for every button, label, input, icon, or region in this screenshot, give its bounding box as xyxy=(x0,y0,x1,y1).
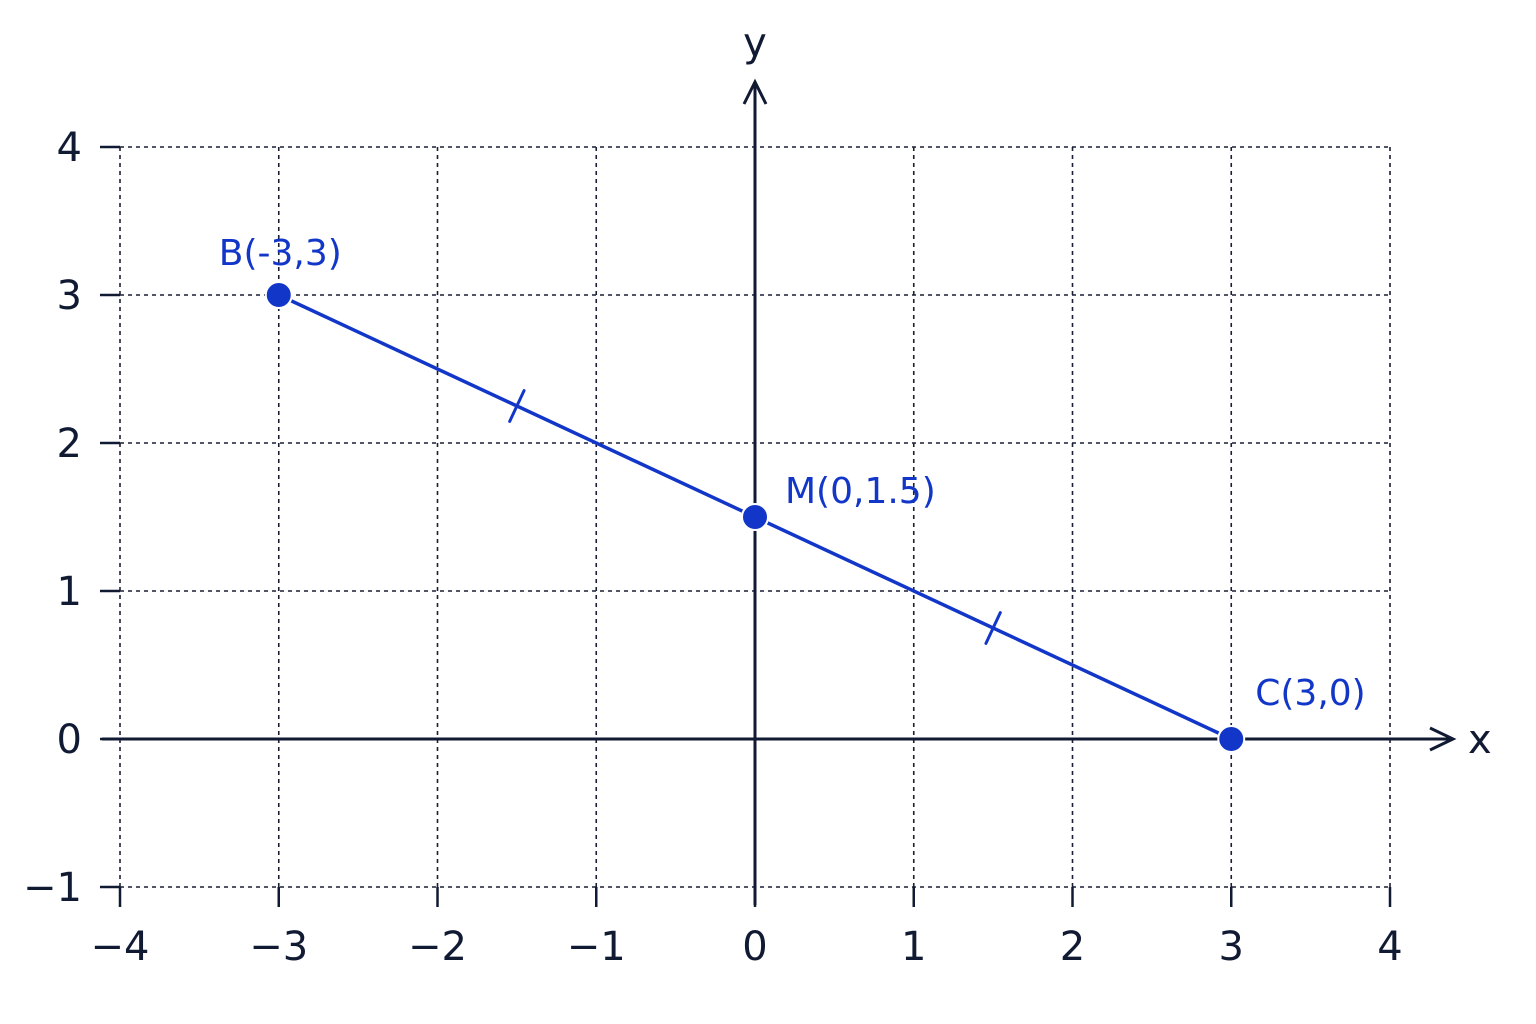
y-tick-label: 0 xyxy=(57,717,82,763)
x-axis-arrow-icon xyxy=(1429,726,1457,752)
x-tick-label: 1 xyxy=(901,924,926,970)
x-tick-label: −4 xyxy=(91,924,150,970)
equal-length-mark-2 xyxy=(984,611,1002,645)
point-c xyxy=(1217,725,1246,753)
y-tick-label: 4 xyxy=(57,125,82,171)
point-label-b: B(-3,3) xyxy=(219,233,342,274)
axis-ticks: −4 −3 −2 −1 0 1 2 3 4 −1 0 1 2 3 4 xyxy=(23,125,1403,970)
y-tick-label: 3 xyxy=(57,273,82,319)
point-m xyxy=(741,503,769,531)
y-tick-label: −1 xyxy=(23,865,82,911)
point-label-m: M(0,1.5) xyxy=(785,471,936,512)
point-label-c: C(3,0) xyxy=(1255,673,1365,714)
x-tick-label: −3 xyxy=(249,924,308,970)
y-tick-label: 2 xyxy=(57,421,82,467)
point-b xyxy=(264,281,293,309)
x-tick-label: 4 xyxy=(1377,924,1402,970)
x-tick-label: 3 xyxy=(1219,924,1244,970)
y-tick-label: 1 xyxy=(57,569,82,615)
x-tick-label: −1 xyxy=(567,924,626,970)
x-axis-label: x xyxy=(1468,717,1492,763)
equal-length-mark-1 xyxy=(508,389,526,423)
axes: x y xyxy=(102,20,1492,905)
x-tick-label: 2 xyxy=(1060,924,1085,970)
y-axis-arrow-icon xyxy=(742,78,768,105)
x-tick-label: 0 xyxy=(742,924,767,970)
points: B(-3,3) M(0,1.5) C(3,0) xyxy=(219,233,1366,753)
y-axis-label: y xyxy=(743,20,767,66)
x-tick-label: −2 xyxy=(408,924,467,970)
